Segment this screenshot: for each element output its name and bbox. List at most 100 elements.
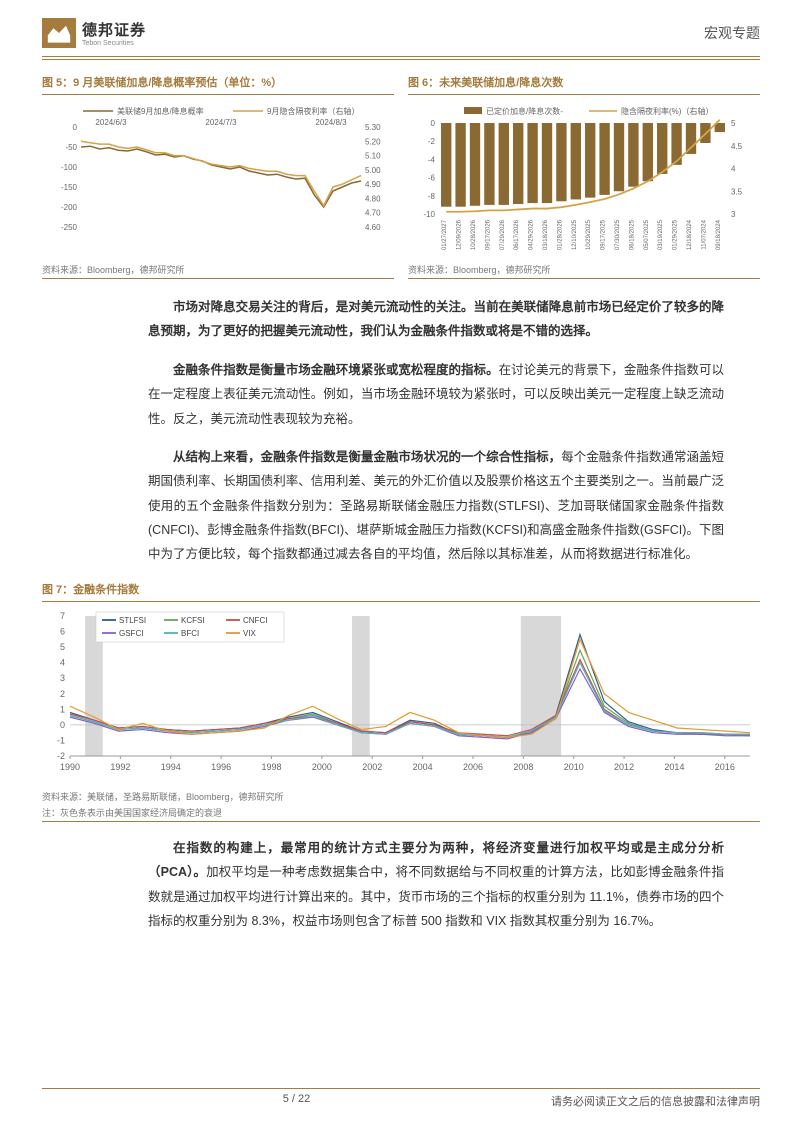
- chart7-svg: 76543210-1-21990199219941996199820002002…: [42, 606, 760, 781]
- svg-text:5.00: 5.00: [365, 166, 381, 175]
- svg-text:09/17/2025: 09/17/2025: [601, 219, 607, 250]
- logo-en: Tebon Securities: [82, 40, 146, 47]
- svg-text:07/30/2025: 07/30/2025: [615, 219, 621, 250]
- svg-text:-6: -6: [428, 174, 436, 183]
- svg-text:VIX: VIX: [243, 629, 257, 638]
- svg-text:2000: 2000: [312, 762, 332, 772]
- para3-lead: 从结构上来看，金融条件指数是衡量金融市场状况的一个综合性指标，: [173, 450, 561, 464]
- svg-text:-250: -250: [61, 223, 78, 232]
- svg-text:9月隐含隔夜利率（右轴）: 9月隐含隔夜利率（右轴）: [267, 106, 359, 116]
- svg-text:1990: 1990: [60, 762, 80, 772]
- svg-text:1: 1: [60, 704, 65, 714]
- chart5-rule-bottom: [42, 278, 394, 279]
- svg-text:1992: 1992: [110, 762, 130, 772]
- svg-text:01/28/2026: 01/28/2026: [557, 219, 563, 250]
- chart5-title: 图 5：9 月美联储加息/降息概率预估（单位：%）: [42, 74, 394, 90]
- svg-text:0: 0: [431, 119, 436, 128]
- svg-text:6: 6: [60, 626, 65, 636]
- svg-text:09/18/2024: 09/18/2024: [716, 219, 722, 250]
- svg-text:2: 2: [60, 689, 65, 699]
- svg-text:2006: 2006: [463, 762, 483, 772]
- chart5-rule: [42, 94, 394, 95]
- svg-text:1994: 1994: [161, 762, 181, 772]
- svg-text:5.10: 5.10: [365, 152, 381, 161]
- para3-body: 每个金融条件指数通常涵盖短期国债利率、长期国债利率、信用利差、美元的外汇价值以及…: [148, 450, 724, 562]
- svg-text:BFCI: BFCI: [181, 629, 199, 638]
- header-rule-2: [42, 59, 760, 60]
- svg-text:1998: 1998: [261, 762, 281, 772]
- svg-text:12/18/2024: 12/18/2024: [687, 219, 693, 250]
- header-category: 宏观专题: [704, 23, 760, 43]
- chart5-source: 资料来源：Bloomberg，德邦研究所: [42, 263, 394, 276]
- disclaimer: 请务必阅读正文之后的信息披露和法律声明: [551, 1093, 760, 1109]
- svg-text:11/07/2024: 11/07/2024: [701, 219, 707, 249]
- para4: 在指数的构建上，最常用的统计方式主要分为两种，将经济变量进行加权平均或是主成分分…: [148, 836, 724, 934]
- svg-text:01/29/2025: 01/29/2025: [673, 219, 679, 250]
- svg-text:4.60: 4.60: [365, 223, 381, 232]
- page-header: 德邦证券 Tebon Securities 宏观专题: [0, 0, 802, 56]
- svg-text:2024/8/3: 2024/8/3: [315, 118, 347, 127]
- svg-text:-50: -50: [65, 143, 77, 152]
- chart7-title: 图 7：金融条件指数: [42, 581, 760, 597]
- para1: 市场对降息交易关注的背后，是对美元流动性的关注。当前在美联储降息前市场已经定价了…: [148, 295, 724, 344]
- logo-block: 德邦证券 Tebon Securities: [42, 18, 146, 48]
- chart6-title: 图 6：未来美联储加息/降息次数: [408, 74, 760, 90]
- svg-text:美联储9月加息/降息概率: 美联储9月加息/降息概率: [117, 106, 204, 116]
- svg-text:12/10/2025: 12/10/2025: [572, 219, 578, 250]
- footer: 5 / 22 请务必阅读正文之后的信息披露和法律声明: [0, 1088, 802, 1109]
- svg-text:-8: -8: [428, 192, 436, 201]
- svg-text:3: 3: [60, 673, 65, 683]
- chart6-source: 资料来源：Bloomberg，德邦研究所: [408, 263, 760, 276]
- svg-text:4.80: 4.80: [365, 194, 381, 203]
- svg-text:KCFSI: KCFSI: [181, 616, 205, 625]
- chart6-rule-bottom: [408, 278, 760, 279]
- svg-text:10/29/2025: 10/29/2025: [586, 219, 592, 250]
- svg-text:06/18/2025: 06/18/2025: [629, 219, 635, 250]
- svg-text:10/28/2026: 10/28/2026: [471, 219, 477, 250]
- svg-text:0: 0: [60, 720, 65, 730]
- svg-text:0: 0: [73, 123, 78, 132]
- svg-text:3: 3: [731, 210, 736, 219]
- svg-text:4: 4: [60, 657, 65, 667]
- svg-text:2014: 2014: [664, 762, 684, 772]
- chart7-box: 图 7：金融条件指数 7 6 5 4 3 2 1 0 -1 -21990 1992 1994 1996 1…: [0, 581, 802, 822]
- footer-rule: [42, 1088, 760, 1089]
- svg-text:5.30: 5.30: [365, 123, 381, 132]
- svg-text:5: 5: [60, 642, 65, 652]
- logo-text: 德邦证券 Tebon Securities: [82, 19, 146, 47]
- svg-text:05/07/2025: 05/07/2025: [644, 219, 650, 250]
- body-text-2: 在指数的构建上，最常用的统计方式主要分为两种，将经济变量进行加权平均或是主成分分…: [0, 822, 802, 934]
- svg-text:-150: -150: [61, 183, 78, 192]
- svg-text:-100: -100: [61, 163, 78, 172]
- footer-row: 5 / 22 请务必阅读正文之后的信息披露和法律声明: [42, 1093, 760, 1109]
- chart5-box: 图 5：9 月美联储加息/降息概率预估（单位：%） 美联储9月加息/降息概率 9月…: [42, 74, 394, 279]
- svg-text:5.20: 5.20: [365, 137, 381, 146]
- logo-cn: 德邦证券: [82, 19, 146, 40]
- svg-text:1996: 1996: [211, 762, 231, 772]
- svg-text:4.5: 4.5: [731, 142, 743, 151]
- svg-text:STLFSI: STLFSI: [119, 616, 146, 625]
- svg-text:07/29/2026: 07/29/2026: [500, 219, 506, 250]
- chart7-rule: [42, 601, 760, 602]
- header-rule-1: [42, 56, 760, 57]
- para4-body: 加权平均是一种考虑数据集合中，将不同数据给与不同权重的计算方法，比如彭博金融条件…: [148, 865, 724, 928]
- logo-icon: [42, 18, 76, 48]
- svg-text:-1: -1: [57, 735, 65, 745]
- svg-text:隐含隔夜利率(%)（右轴）: 隐含隔夜利率(%)（右轴）: [621, 106, 713, 116]
- svg-text:-2: -2: [57, 751, 65, 761]
- chart6-rule: [408, 94, 760, 95]
- svg-text:3.5: 3.5: [731, 187, 743, 196]
- svg-text:4.70: 4.70: [365, 209, 381, 218]
- svg-text:4: 4: [731, 165, 736, 174]
- svg-text:2004: 2004: [413, 762, 433, 772]
- svg-text:2024/6/3: 2024/6/3: [95, 118, 127, 127]
- svg-text:5: 5: [731, 119, 736, 128]
- svg-text:2010: 2010: [564, 762, 584, 772]
- svg-text:7: 7: [60, 611, 65, 621]
- svg-text:-10: -10: [423, 210, 435, 219]
- chart7-note: 注：灰色条表示由美国国家经济局确定的衰退: [42, 806, 760, 819]
- chart-row-5-6: 图 5：9 月美联储加息/降息概率预估（单位：%） 美联储9月加息/降息概率 9月…: [0, 74, 802, 279]
- svg-text:-4: -4: [428, 155, 436, 164]
- chart5-svg: 美联储9月加息/降息概率9月隐含隔夜利率（右轴）0-50-100-150-200…: [42, 99, 394, 254]
- svg-text:4.90: 4.90: [365, 180, 381, 189]
